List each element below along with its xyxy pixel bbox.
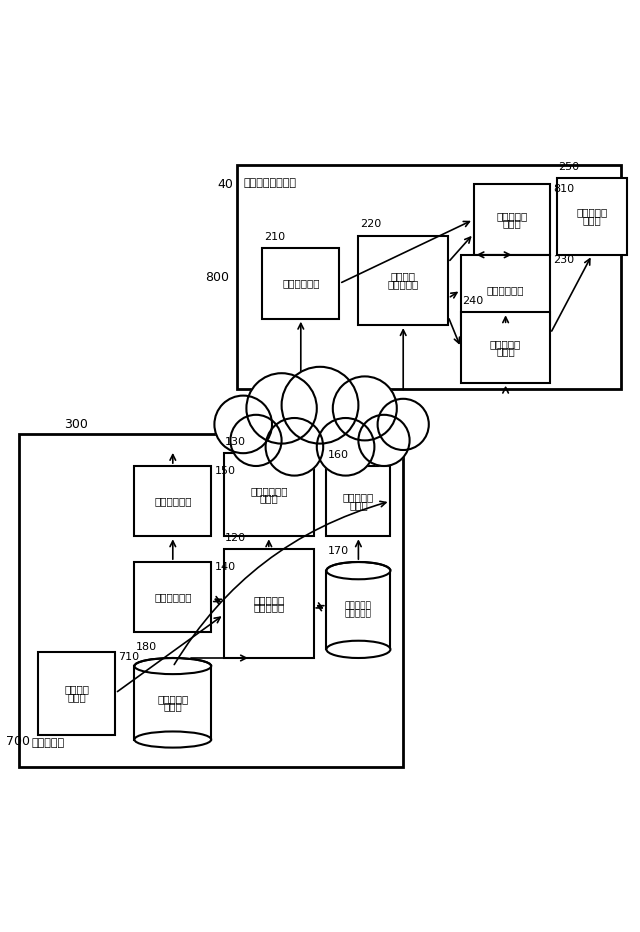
Circle shape (214, 395, 272, 453)
Text: 180: 180 (136, 641, 157, 651)
Text: 付け保持部: 付け保持部 (345, 610, 372, 618)
Text: トレイ送信部: トレイ送信部 (154, 496, 191, 506)
Text: トレイ関連: トレイ関連 (253, 595, 284, 605)
Text: 810: 810 (554, 185, 575, 195)
Text: トレイ実行: トレイ実行 (497, 211, 527, 221)
Circle shape (358, 415, 410, 466)
Text: 240: 240 (462, 296, 483, 306)
Text: 出力部: 出力部 (582, 215, 602, 226)
FancyBboxPatch shape (237, 165, 621, 390)
Circle shape (230, 415, 282, 466)
Text: 700: 700 (6, 734, 31, 747)
Circle shape (246, 373, 317, 444)
Text: 文書提供: 文書提供 (390, 271, 416, 281)
Text: 230: 230 (554, 254, 575, 265)
Ellipse shape (134, 658, 211, 674)
Text: 800: 800 (205, 270, 229, 283)
FancyBboxPatch shape (224, 549, 314, 658)
Text: トレイ関連: トレイ関連 (345, 602, 372, 610)
Text: 120: 120 (225, 533, 246, 542)
Circle shape (317, 418, 374, 475)
Text: サーバ装置: サーバ装置 (32, 737, 65, 747)
Text: 170: 170 (328, 545, 349, 555)
Text: 文書提供通知: 文書提供通知 (250, 486, 287, 496)
Text: 文書データ: 文書データ (157, 694, 188, 704)
Text: 送信部: 送信部 (259, 494, 278, 503)
FancyBboxPatch shape (262, 249, 339, 319)
FancyBboxPatch shape (134, 466, 211, 537)
Text: 130: 130 (225, 437, 246, 446)
Text: 210: 210 (264, 232, 285, 242)
Text: 送信部: 送信部 (349, 500, 368, 510)
Circle shape (266, 418, 323, 475)
Text: 40: 40 (218, 178, 234, 191)
Ellipse shape (326, 640, 390, 658)
FancyBboxPatch shape (134, 562, 211, 633)
FancyBboxPatch shape (326, 466, 390, 537)
Circle shape (282, 367, 358, 444)
Text: 取得部: 取得部 (496, 347, 515, 356)
Circle shape (378, 399, 429, 450)
Text: 250: 250 (558, 161, 579, 171)
Text: 付け管理部: 付け管理部 (253, 602, 284, 612)
Text: トレイ受信部: トレイ受信部 (282, 279, 319, 289)
FancyBboxPatch shape (224, 453, 314, 537)
Text: 150: 150 (214, 466, 236, 476)
Text: 文書データ: 文書データ (490, 338, 521, 349)
Text: 文書データ: 文書データ (343, 492, 374, 502)
Bar (134, 666, 211, 739)
Ellipse shape (134, 732, 211, 747)
FancyBboxPatch shape (557, 178, 627, 254)
FancyBboxPatch shape (474, 185, 550, 254)
Text: 通知受信部: 通知受信部 (388, 280, 419, 289)
FancyBboxPatch shape (19, 434, 403, 767)
Text: 140: 140 (214, 562, 236, 572)
Text: 160: 160 (328, 449, 349, 459)
Bar (326, 570, 390, 650)
Text: 保持部: 保持部 (163, 702, 182, 712)
Text: 220: 220 (360, 219, 381, 229)
Text: 文書データ: 文書データ (577, 208, 607, 217)
Text: 管理部: 管理部 (502, 218, 522, 228)
Ellipse shape (326, 562, 390, 580)
FancyBboxPatch shape (358, 236, 448, 325)
FancyBboxPatch shape (461, 312, 550, 383)
Text: トレイ作成部: トレイ作成部 (154, 592, 191, 602)
Text: 設定部: 設定部 (67, 692, 86, 702)
FancyBboxPatch shape (461, 254, 550, 325)
Text: 710: 710 (118, 651, 140, 662)
Text: 文書提供: 文書提供 (64, 684, 90, 694)
Text: トレイ処理部: トレイ処理部 (487, 285, 524, 295)
FancyBboxPatch shape (38, 651, 115, 734)
Text: 300: 300 (64, 418, 88, 431)
Circle shape (333, 377, 397, 441)
Text: クライアント装置: クライアント装置 (243, 178, 296, 188)
